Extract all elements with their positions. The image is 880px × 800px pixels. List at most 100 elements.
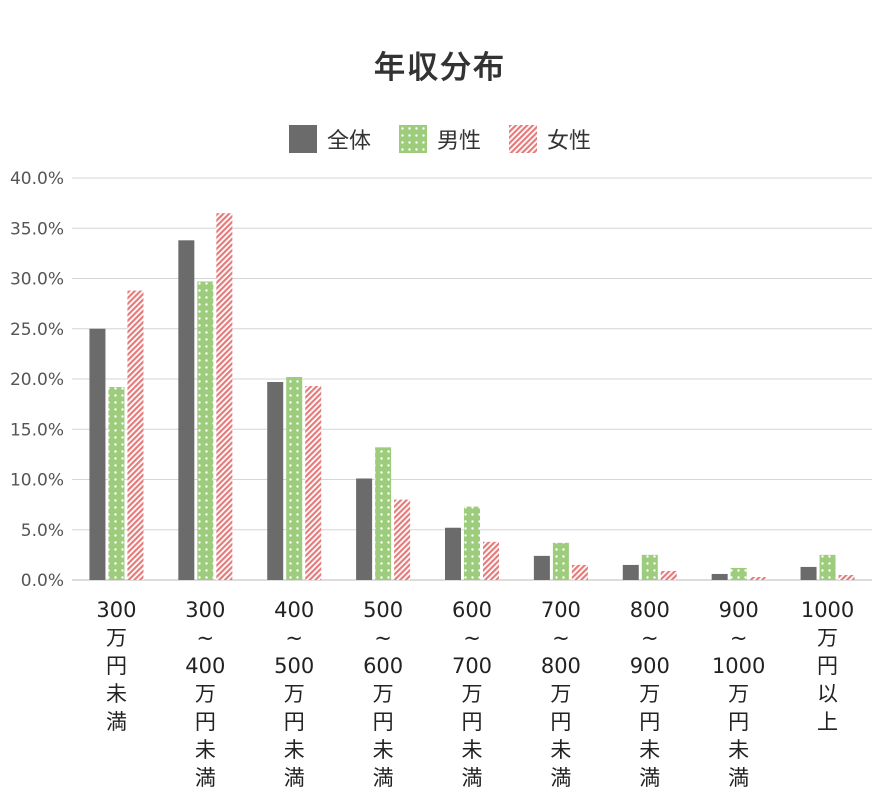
- x-category-label: 円: [195, 710, 216, 734]
- bar: [394, 499, 411, 580]
- legend-swatch: [288, 125, 317, 153]
- x-category-label: 万: [462, 682, 483, 706]
- x-category-label: 1000: [712, 654, 765, 678]
- chart-title: 年収分布: [374, 50, 506, 86]
- bar: [819, 554, 836, 580]
- x-category-label: 600: [452, 598, 492, 622]
- x-category-label: 未: [462, 738, 483, 762]
- legend-item: 男性: [398, 123, 481, 155]
- bar: [660, 570, 677, 580]
- x-category-label: 万: [728, 682, 749, 706]
- x-category-label: 円: [106, 654, 127, 678]
- x-category-label: 上: [817, 710, 838, 734]
- bar: [216, 213, 233, 581]
- x-category-label: 万: [639, 682, 660, 706]
- bar: [571, 564, 588, 580]
- x-category-label: 満: [106, 710, 127, 734]
- x-category-label: 1000: [801, 598, 854, 622]
- y-tick-label: 25.0%: [10, 320, 64, 340]
- x-category-label: 円: [639, 710, 660, 734]
- y-tick-label: 35.0%: [10, 219, 64, 239]
- x-category-label: 未: [106, 682, 127, 706]
- bar: [178, 240, 195, 580]
- bar: [356, 478, 373, 580]
- x-category-label: 800: [541, 654, 581, 678]
- x-category-label: 未: [373, 738, 394, 762]
- x-category-label: 以: [817, 682, 838, 706]
- bar: [89, 328, 106, 580]
- bar: [622, 564, 639, 580]
- x-category-label: 700: [452, 654, 492, 678]
- bar: [464, 506, 480, 580]
- x-category-label: 円: [817, 654, 838, 678]
- y-tick-label: 10.0%: [10, 471, 64, 491]
- x-category-label: 満: [728, 766, 749, 790]
- x-category-label: 万: [550, 682, 571, 706]
- x-category-label: 円: [728, 710, 749, 734]
- bar: [800, 566, 817, 580]
- x-category-label: 満: [373, 766, 394, 790]
- x-category-label: 400: [274, 598, 314, 622]
- legend-swatch: [509, 125, 537, 153]
- x-category-label: 未: [639, 738, 660, 762]
- bar: [711, 573, 728, 580]
- bar: [305, 386, 322, 580]
- bar: [641, 554, 658, 580]
- x-category-label: 600: [363, 654, 403, 678]
- x-category-label: 満: [639, 766, 660, 790]
- x-category-label: ~: [463, 626, 481, 650]
- legend-label: 女性: [547, 129, 592, 154]
- x-category-label: 未: [550, 738, 571, 762]
- x-category-label: 800: [630, 598, 670, 622]
- x-category-label: 満: [284, 766, 305, 790]
- y-tick-label: 0.0%: [21, 571, 64, 591]
- bar: [749, 576, 766, 580]
- x-category-label: 万: [195, 682, 216, 706]
- x-category-label: ~: [641, 626, 659, 650]
- x-category-label: 300: [96, 598, 136, 622]
- bar: [838, 574, 855, 580]
- x-category-label: 万: [373, 682, 394, 706]
- y-tick-label: 15.0%: [10, 420, 64, 440]
- bar: [533, 555, 550, 580]
- x-category-label: 500: [274, 654, 314, 678]
- bar: [267, 382, 284, 580]
- x-category-label: 400: [185, 654, 225, 678]
- x-category-label: 900: [630, 654, 670, 678]
- x-category-label: ~: [285, 626, 303, 650]
- x-category-label: ~: [197, 626, 215, 650]
- bar: [483, 541, 499, 580]
- x-category-label: 700: [541, 598, 581, 622]
- x-category-label: 円: [373, 710, 394, 734]
- y-tick-label: 30.0%: [10, 270, 64, 290]
- x-category-label: 満: [550, 766, 571, 790]
- bar: [108, 387, 125, 580]
- bar: [730, 567, 747, 580]
- x-category-label: ~: [552, 626, 570, 650]
- x-category-label: 満: [195, 766, 216, 790]
- bar: [375, 447, 392, 580]
- x-category-label: 未: [195, 738, 216, 762]
- legend-swatch: [398, 125, 427, 153]
- bar: [445, 527, 461, 580]
- legend-item: 女性: [509, 123, 591, 155]
- x-category-label: 円: [284, 710, 305, 734]
- x-category-label: 900: [719, 598, 759, 622]
- y-tick-label: 20.0%: [10, 370, 64, 390]
- x-category-label: 円: [550, 710, 571, 734]
- x-category-label: 満: [462, 766, 483, 790]
- x-category-label: 未: [284, 738, 305, 762]
- legend: 全体 男性 女性: [0, 123, 880, 155]
- legend-item: 全体: [288, 123, 371, 155]
- x-category-label: 300: [185, 598, 225, 622]
- y-tick-label: 40.0%: [10, 169, 64, 189]
- y-tick-label: 5.0%: [21, 521, 64, 541]
- bar: [552, 542, 569, 580]
- bar: [286, 376, 303, 580]
- bar: [197, 281, 214, 580]
- x-category-label: 未: [728, 738, 749, 762]
- legend-label: 全体: [326, 129, 371, 154]
- bar: [127, 290, 144, 580]
- x-category-label: 万: [284, 682, 305, 706]
